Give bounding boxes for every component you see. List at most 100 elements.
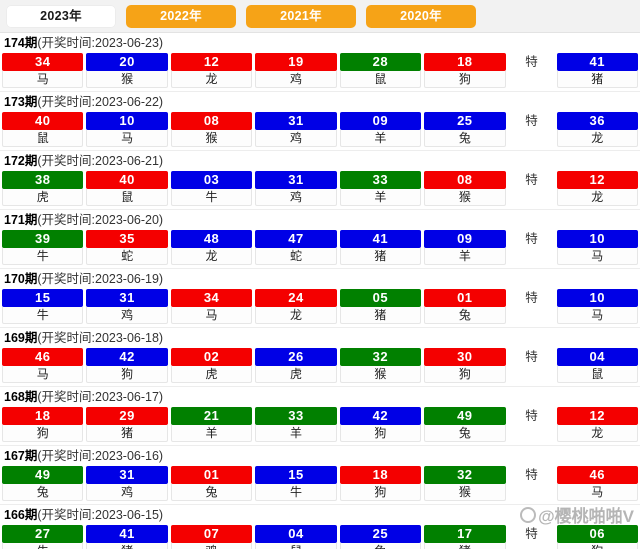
ball-zodiac: 马	[2, 366, 84, 383]
ball-cell: 07鸡	[170, 525, 253, 549]
year-tab-2[interactable]: 2021年	[246, 4, 356, 28]
ball-number: 09	[339, 112, 422, 130]
ball-number: 12	[170, 53, 253, 71]
ball-cell: 40 鼠	[86, 171, 168, 206]
ball-number: 38	[2, 171, 84, 189]
ball-cell: 09 羊	[339, 112, 422, 147]
special-ball-zodiac: 龙	[556, 189, 638, 206]
ball-number: 17	[424, 525, 506, 543]
ball-cell: 49 兔	[2, 466, 84, 501]
ball-cell: 39 牛	[2, 230, 84, 265]
ball-number: 31	[255, 171, 337, 189]
special-ball-label: 特	[525, 350, 538, 364]
ball-number: 21	[170, 407, 253, 425]
ball-cell: 12 龙	[170, 53, 253, 88]
ball-number: 27	[2, 525, 84, 543]
ball-cell: 17猪	[424, 525, 506, 549]
ball-number: 33	[339, 171, 422, 189]
ball-number: 48	[170, 230, 253, 248]
draw-header: 168期(开奖时间:2023-06-17)	[0, 387, 640, 407]
ball-zodiac: 羊	[170, 425, 253, 442]
draw-block: 172期(开奖时间:2023-06-21) 38 虎 40 鼠 03 牛 31 鸡 33 羊 08 猴特…	[0, 151, 640, 210]
special-ball-label: 特	[525, 55, 538, 69]
ball-row: 40 鼠 10 马 08 猴 31 鸡 09 羊 25 兔 特 36 龙	[0, 112, 640, 150]
ball-cell: 32 猴	[424, 466, 506, 501]
ball-row: 39 牛 35 蛇 48 龙 47 蛇 41 猪 09 羊特 10 马	[0, 230, 640, 268]
draw-header: 169期(开奖时间:2023-06-18)	[0, 328, 640, 348]
ball-zodiac: 猴	[424, 484, 506, 501]
year-tab-3[interactable]: 2020年	[366, 4, 476, 28]
ball-cell: 24 龙	[255, 289, 337, 324]
ball-row: 18 狗 29 猪 21 羊 33 羊 42 狗 49 兔特 12 龙	[0, 407, 640, 445]
draw-issue: 168期	[4, 390, 38, 404]
ball-zodiac: 牛	[2, 307, 84, 324]
draw-date: (开奖时间:2023-06-16)	[37, 449, 164, 463]
ball-number: 41	[339, 230, 422, 248]
draw-header: 166期(开奖时间:2023-06-15)	[0, 505, 640, 525]
ball-number: 30	[424, 348, 506, 366]
ball-zodiac: 猴	[424, 189, 506, 206]
ball-cell: 40 鼠	[2, 112, 84, 147]
ball-zodiac: 猪	[339, 248, 422, 265]
ball-zodiac: 猪	[86, 543, 168, 549]
ball-number: 05	[339, 289, 422, 307]
ball-cell: 48 龙	[170, 230, 253, 265]
ball-number: 31	[86, 466, 168, 484]
draw-header: 167期(开奖时间:2023-06-16)	[0, 446, 640, 466]
ball-zodiac: 鼠	[339, 71, 422, 88]
ball-zodiac: 虎	[2, 189, 84, 206]
ball-number: 31	[255, 112, 337, 130]
ball-number: 19	[255, 53, 337, 71]
ball-number: 35	[86, 230, 168, 248]
year-tab-0[interactable]: 2023年	[6, 4, 116, 28]
ball-cell: 34 马	[170, 289, 253, 324]
ball-cell: 31 鸡	[86, 466, 168, 501]
ball-number: 39	[2, 230, 84, 248]
ball-cell: 33 羊	[339, 171, 422, 206]
year-tab-bar: 2023年 2022年 2021年 2020年	[0, 0, 640, 33]
draw-results-list: 174期(开奖时间:2023-06-23) 34 马 20 猴 12 龙 19 鸡 28 鼠 18 狗特…	[0, 33, 640, 549]
ball-zodiac: 兔	[424, 130, 506, 147]
ball-zodiac: 羊	[424, 248, 506, 265]
ball-zodiac: 蛇	[86, 248, 168, 265]
special-ball-zodiac: 鼠	[556, 366, 638, 383]
ball-number: 34	[2, 53, 84, 71]
ball-cell: 46 马	[2, 348, 84, 383]
ball-zodiac: 羊	[255, 425, 337, 442]
ball-row: 27牛41猪07鸡04鼠25兔17猪特06狗	[0, 525, 640, 549]
ball-zodiac: 牛	[170, 189, 253, 206]
ball-number: 28	[339, 53, 422, 71]
ball-cell: 21 羊	[170, 407, 253, 442]
ball-number: 49	[424, 407, 506, 425]
special-ball-cell: 10 马	[556, 230, 638, 265]
ball-cell: 18 狗	[424, 53, 506, 88]
draw-header: 172期(开奖时间:2023-06-21)	[0, 151, 640, 171]
draw-issue: 172期	[4, 154, 38, 168]
draw-block: 171期(开奖时间:2023-06-20) 39 牛 35 蛇 48 龙 47 蛇 41 猪 09 羊特…	[0, 210, 640, 269]
ball-cell: 20 猴	[86, 53, 168, 88]
ball-number: 31	[86, 289, 168, 307]
ball-zodiac: 马	[86, 130, 168, 147]
ball-cell: 27牛	[2, 525, 84, 549]
ball-number: 03	[170, 171, 253, 189]
ball-zodiac: 狗	[424, 71, 506, 88]
special-ball-number: 36	[556, 112, 638, 130]
draw-date: (开奖时间:2023-06-23)	[37, 36, 164, 50]
special-ball-cell: 12 龙	[556, 171, 638, 206]
ball-zodiac: 狗	[86, 366, 168, 383]
ball-zodiac: 牛	[2, 248, 84, 265]
ball-zodiac: 蛇	[255, 248, 337, 265]
year-tab-1[interactable]: 2022年	[126, 4, 236, 28]
ball-cell: 30 狗	[424, 348, 506, 383]
ball-cell: 08 猴	[424, 171, 506, 206]
ball-cell: 34 马	[2, 53, 84, 88]
special-ball-cell: 12 龙	[556, 407, 638, 442]
ball-row: 46 马 42 狗 02 虎 26 虎 32 猴 30 狗特 04 鼠	[0, 348, 640, 386]
ball-zodiac: 狗	[2, 425, 84, 442]
ball-cell: 01 兔	[170, 466, 253, 501]
draw-issue: 171期	[4, 213, 38, 227]
ball-zodiac: 鸡	[170, 543, 253, 549]
ball-number: 08	[170, 112, 253, 130]
special-ball-number: 12	[556, 407, 638, 425]
